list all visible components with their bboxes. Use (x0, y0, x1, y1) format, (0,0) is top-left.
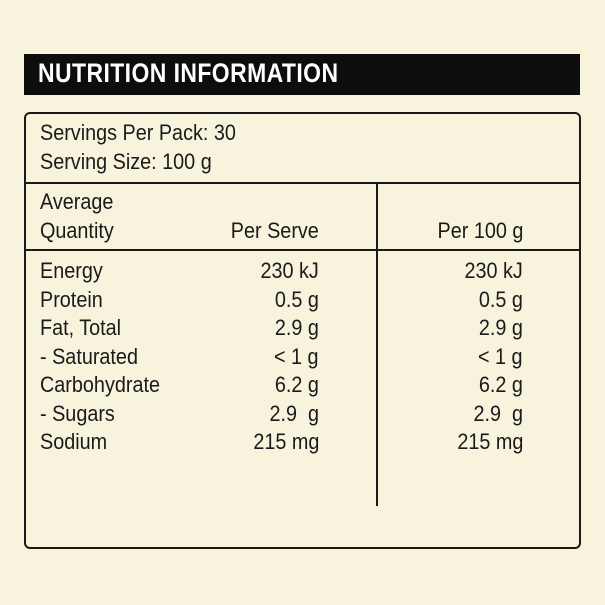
nutrient-value: 6.2 g (274, 372, 319, 397)
header-bar (24, 54, 580, 95)
nutrient-name: Fat, Total (40, 315, 122, 340)
nutrient-value: 6.2 g (478, 372, 523, 397)
nutrient-value: < 1 g (274, 343, 319, 369)
nutrient-value: 2.9 g (478, 315, 523, 340)
column-divider (376, 183, 378, 506)
servings-per-pack: Servings Per Pack: 30 (40, 120, 236, 145)
nutrient-value: < 1 g (478, 343, 523, 369)
nutrient-name: Sodium (40, 429, 108, 454)
nutrient-value: 0.5 g (478, 286, 523, 312)
nutrient-value: 2.9 g (269, 400, 319, 426)
divider (25, 249, 579, 251)
nutrient-name: - Saturated (40, 343, 138, 369)
serving-size: Serving Size: 100 g (40, 149, 212, 174)
nutrient-value: 0.5 g (274, 286, 319, 312)
column-header: Average Quantity (40, 189, 114, 243)
column-header: Per 100 g (437, 218, 523, 243)
nutrient-name: Carbohydrate (40, 372, 160, 397)
nutrient-value: 230 kJ (464, 258, 523, 283)
nutrient-value: 215 mg (456, 429, 523, 454)
nutrient-name: Energy (40, 258, 103, 283)
nutrient-value: 2.9 g (274, 315, 319, 340)
nutrient-value: 230 kJ (260, 258, 319, 283)
nutrient-name: - Sugars (40, 400, 115, 426)
nutrient-value: 2.9 g (473, 400, 523, 426)
table-box (24, 112, 581, 549)
nutrient-value: 215 mg (252, 429, 319, 454)
divider (25, 182, 579, 184)
nutrient-name: Protein (40, 286, 103, 312)
column-header: Per Serve (230, 218, 319, 243)
title: NUTRITION INFORMATION (38, 58, 339, 88)
